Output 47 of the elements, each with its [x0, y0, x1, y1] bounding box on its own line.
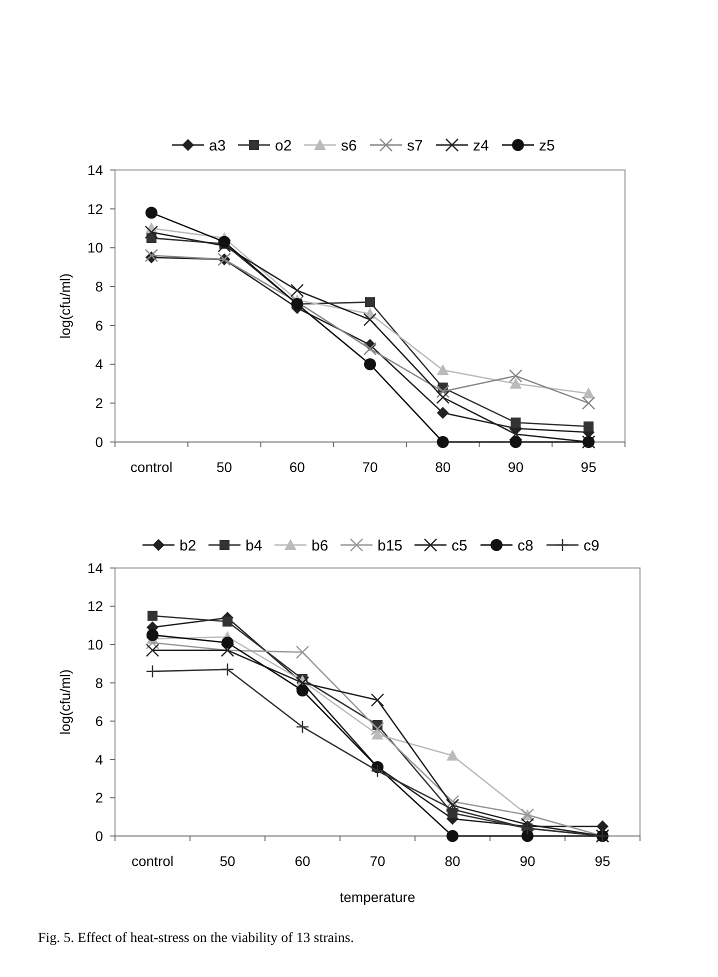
x-tick-label: 80 — [444, 853, 460, 869]
legend-label: b4 — [246, 537, 262, 554]
caption: Fig. 5. Effect of heat-stress on the viability of 13 strains. — [38, 931, 354, 946]
x-tick-label: 90 — [520, 853, 536, 869]
x-tick-label: 70 — [370, 853, 386, 869]
legend-label: c8 — [518, 537, 534, 554]
legend-label: a3 — [209, 137, 226, 154]
y-tick-label: 8 — [95, 674, 104, 691]
legend-label: b6 — [312, 537, 328, 554]
y-tick-label: 0 — [95, 828, 104, 844]
y-axis-title: log(cfu/ml) — [57, 273, 73, 339]
y-tick-label: 4 — [95, 356, 104, 372]
y-tick-label: 2 — [95, 790, 104, 806]
x-tick-label: control — [131, 853, 174, 869]
legend-label: o2 — [275, 137, 292, 154]
x-tick-label: 60 — [294, 853, 310, 869]
legend-label: c5 — [452, 537, 468, 554]
x-tick-label: 50 — [216, 459, 232, 475]
x-tick-label: 50 — [220, 853, 236, 869]
legend-label: s7 — [407, 137, 423, 154]
y-tick-label: 14 — [87, 162, 104, 178]
x-tick-label: 80 — [435, 459, 451, 475]
y-tick-label: 6 — [95, 317, 104, 334]
y-tick-label: 4 — [95, 751, 104, 768]
x-tick-label: 95 — [594, 853, 610, 869]
x-tick-label: 60 — [289, 459, 306, 475]
x-tick-label: 90 — [508, 459, 524, 475]
y-tick-label: 2 — [95, 395, 104, 412]
legend-label: z5 — [539, 137, 555, 154]
x-axis-title: temperature — [340, 889, 416, 905]
x-tick-label: 70 — [362, 459, 378, 475]
y-tick-label: 12 — [87, 200, 104, 217]
y-tick-label: 12 — [87, 598, 104, 614]
legend-label: z4 — [473, 137, 489, 154]
y-tick-label: 14 — [87, 560, 104, 576]
legend-label: b2 — [180, 537, 196, 554]
y-tick-label: 10 — [87, 240, 104, 256]
x-tick-label: control — [130, 459, 172, 475]
y-tick-label: 0 — [95, 434, 104, 450]
legend-label: c9 — [584, 537, 600, 554]
x-tick-label: 95 — [580, 459, 597, 475]
legend-label: s6 — [341, 137, 357, 154]
y-tick-label: 10 — [87, 636, 104, 652]
y-axis-title: log(cfu/ml) — [57, 669, 73, 735]
y-tick-label: 6 — [95, 713, 104, 730]
y-tick-label: 8 — [95, 278, 104, 294]
legend-label: b15 — [378, 537, 403, 554]
